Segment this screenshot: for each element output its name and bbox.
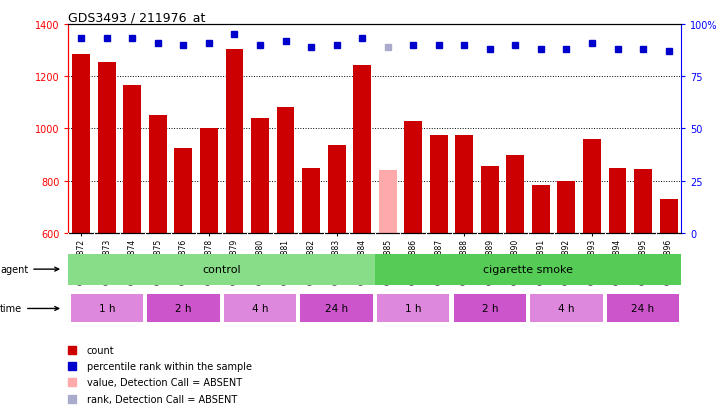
- Bar: [147, 295, 220, 323]
- Bar: [375, 254, 681, 285]
- Bar: [251, 119, 269, 233]
- Text: GDS3493 / 211976_at: GDS3493 / 211976_at: [68, 11, 206, 24]
- Text: cigarette smoke: cigarette smoke: [483, 264, 573, 275]
- Text: GSM270893: GSM270893: [588, 238, 596, 284]
- Bar: [454, 295, 526, 323]
- Bar: [609, 168, 627, 233]
- Text: GSM270878: GSM270878: [205, 238, 213, 284]
- Text: GSM270892: GSM270892: [562, 238, 571, 284]
- Bar: [660, 200, 678, 233]
- Text: agent: agent: [0, 264, 58, 275]
- Text: GSM270883: GSM270883: [332, 238, 341, 284]
- Text: 1 h: 1 h: [99, 304, 115, 314]
- Text: time: time: [0, 304, 58, 314]
- Text: GSM270891: GSM270891: [536, 238, 545, 284]
- Text: GSM270896: GSM270896: [664, 238, 673, 284]
- Bar: [481, 167, 499, 233]
- Bar: [72, 55, 90, 233]
- Bar: [301, 295, 373, 323]
- Text: 4 h: 4 h: [252, 304, 268, 314]
- Text: GSM270875: GSM270875: [154, 238, 162, 284]
- Bar: [377, 295, 449, 323]
- Text: count: count: [87, 345, 114, 355]
- Text: 1 h: 1 h: [405, 304, 422, 314]
- Bar: [71, 295, 143, 323]
- Text: GSM270885: GSM270885: [383, 238, 392, 284]
- Bar: [226, 50, 244, 233]
- Text: GSM270882: GSM270882: [306, 238, 316, 284]
- Text: GSM270876: GSM270876: [179, 238, 188, 284]
- Text: GSM270884: GSM270884: [358, 238, 367, 284]
- Text: GSM270889: GSM270889: [485, 238, 495, 284]
- Bar: [200, 128, 218, 233]
- Bar: [379, 171, 397, 233]
- Text: GSM270887: GSM270887: [434, 238, 443, 284]
- Bar: [530, 295, 603, 323]
- Text: GSM270886: GSM270886: [409, 238, 417, 284]
- Bar: [224, 295, 296, 323]
- Bar: [302, 169, 320, 233]
- Bar: [607, 295, 679, 323]
- Bar: [634, 169, 652, 233]
- Text: 4 h: 4 h: [558, 304, 575, 314]
- Bar: [404, 121, 423, 233]
- Text: GSM270874: GSM270874: [128, 238, 137, 284]
- Bar: [532, 185, 550, 233]
- Bar: [430, 135, 448, 233]
- Bar: [174, 149, 193, 233]
- Text: GSM270881: GSM270881: [281, 238, 290, 284]
- Text: rank, Detection Call = ABSENT: rank, Detection Call = ABSENT: [87, 394, 236, 404]
- Text: GSM270888: GSM270888: [460, 238, 469, 284]
- Bar: [353, 65, 371, 233]
- Text: GSM270879: GSM270879: [230, 238, 239, 284]
- Text: GSM270890: GSM270890: [511, 238, 520, 284]
- Text: control: control: [203, 264, 241, 275]
- Text: 2 h: 2 h: [482, 304, 498, 314]
- Bar: [149, 115, 167, 233]
- Bar: [277, 108, 294, 233]
- Text: GSM270894: GSM270894: [613, 238, 622, 284]
- Text: 24 h: 24 h: [632, 304, 655, 314]
- Bar: [123, 86, 141, 233]
- Bar: [557, 181, 575, 233]
- Bar: [98, 63, 116, 233]
- Text: 24 h: 24 h: [325, 304, 348, 314]
- Text: percentile rank within the sample: percentile rank within the sample: [87, 361, 252, 371]
- Text: GSM270872: GSM270872: [76, 238, 86, 284]
- Bar: [68, 254, 375, 285]
- Text: GSM270895: GSM270895: [639, 238, 647, 284]
- Text: value, Detection Call = ABSENT: value, Detection Call = ABSENT: [87, 377, 242, 387]
- Bar: [583, 140, 601, 233]
- Bar: [456, 135, 473, 233]
- Text: GSM270880: GSM270880: [255, 238, 265, 284]
- Bar: [506, 155, 524, 233]
- Text: 2 h: 2 h: [175, 304, 192, 314]
- Bar: [327, 145, 345, 233]
- Text: GSM270873: GSM270873: [102, 238, 111, 284]
